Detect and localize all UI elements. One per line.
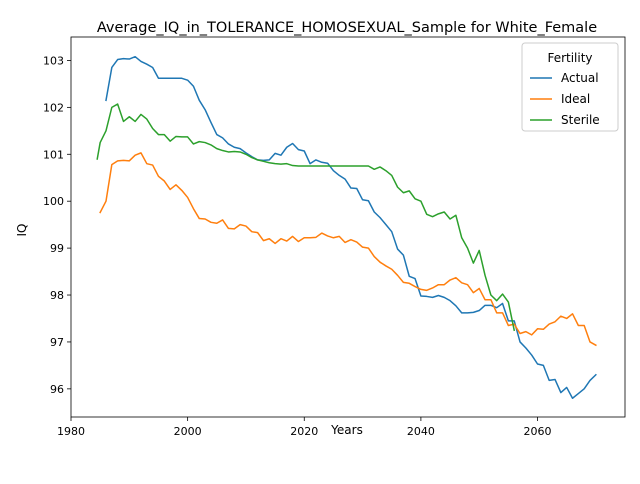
legend-label-ideal: Ideal: [561, 92, 590, 106]
x-tick-label: 2000: [174, 425, 202, 438]
x-tick-label: 2020: [290, 425, 318, 438]
plot-area: 1980 2000 2020 2040 2060 96 97 98 99 100 101 102 10…: [43, 36, 626, 438]
x-tick-label: 2060: [524, 425, 552, 438]
legend-label-actual: Actual: [561, 71, 599, 85]
plot-frame: [70, 36, 626, 418]
legend-items: Actual Ideal Sterile: [530, 71, 600, 127]
y-axis: 96 97 98 99 100 101 102 103: [43, 54, 71, 396]
legend: Fertility Actual Ideal Sterile: [521, 42, 619, 132]
y-tick-label: 102: [43, 101, 64, 114]
y-tick-label: 100: [43, 195, 64, 208]
y-axis-label: IQ: [15, 224, 29, 237]
legend-label-sterile: Sterile: [561, 113, 600, 127]
y-tick-label: 99: [50, 242, 64, 255]
y-tick-label: 98: [50, 289, 64, 302]
y-tick-label: 103: [43, 54, 64, 67]
x-axis-label: Years: [330, 423, 363, 437]
legend-box: [521, 42, 619, 132]
y-tick-label: 97: [50, 336, 64, 349]
x-axis: 1980 2000 2020 2040 2060: [57, 417, 552, 438]
series-layer: [96, 55, 597, 399]
y-tick-label: 96: [50, 383, 64, 396]
x-tick-label: 1980: [57, 425, 85, 438]
x-tick-label: 2040: [407, 425, 435, 438]
legend-title: Fertility: [547, 51, 592, 65]
series-line-actual: [105, 55, 597, 399]
y-tick-label: 101: [43, 148, 64, 161]
series-line-sterile: [96, 103, 516, 332]
chart-title: Average_IQ_in_TOLERANCE_HOMOSEXUAL_Sampl…: [97, 20, 597, 36]
